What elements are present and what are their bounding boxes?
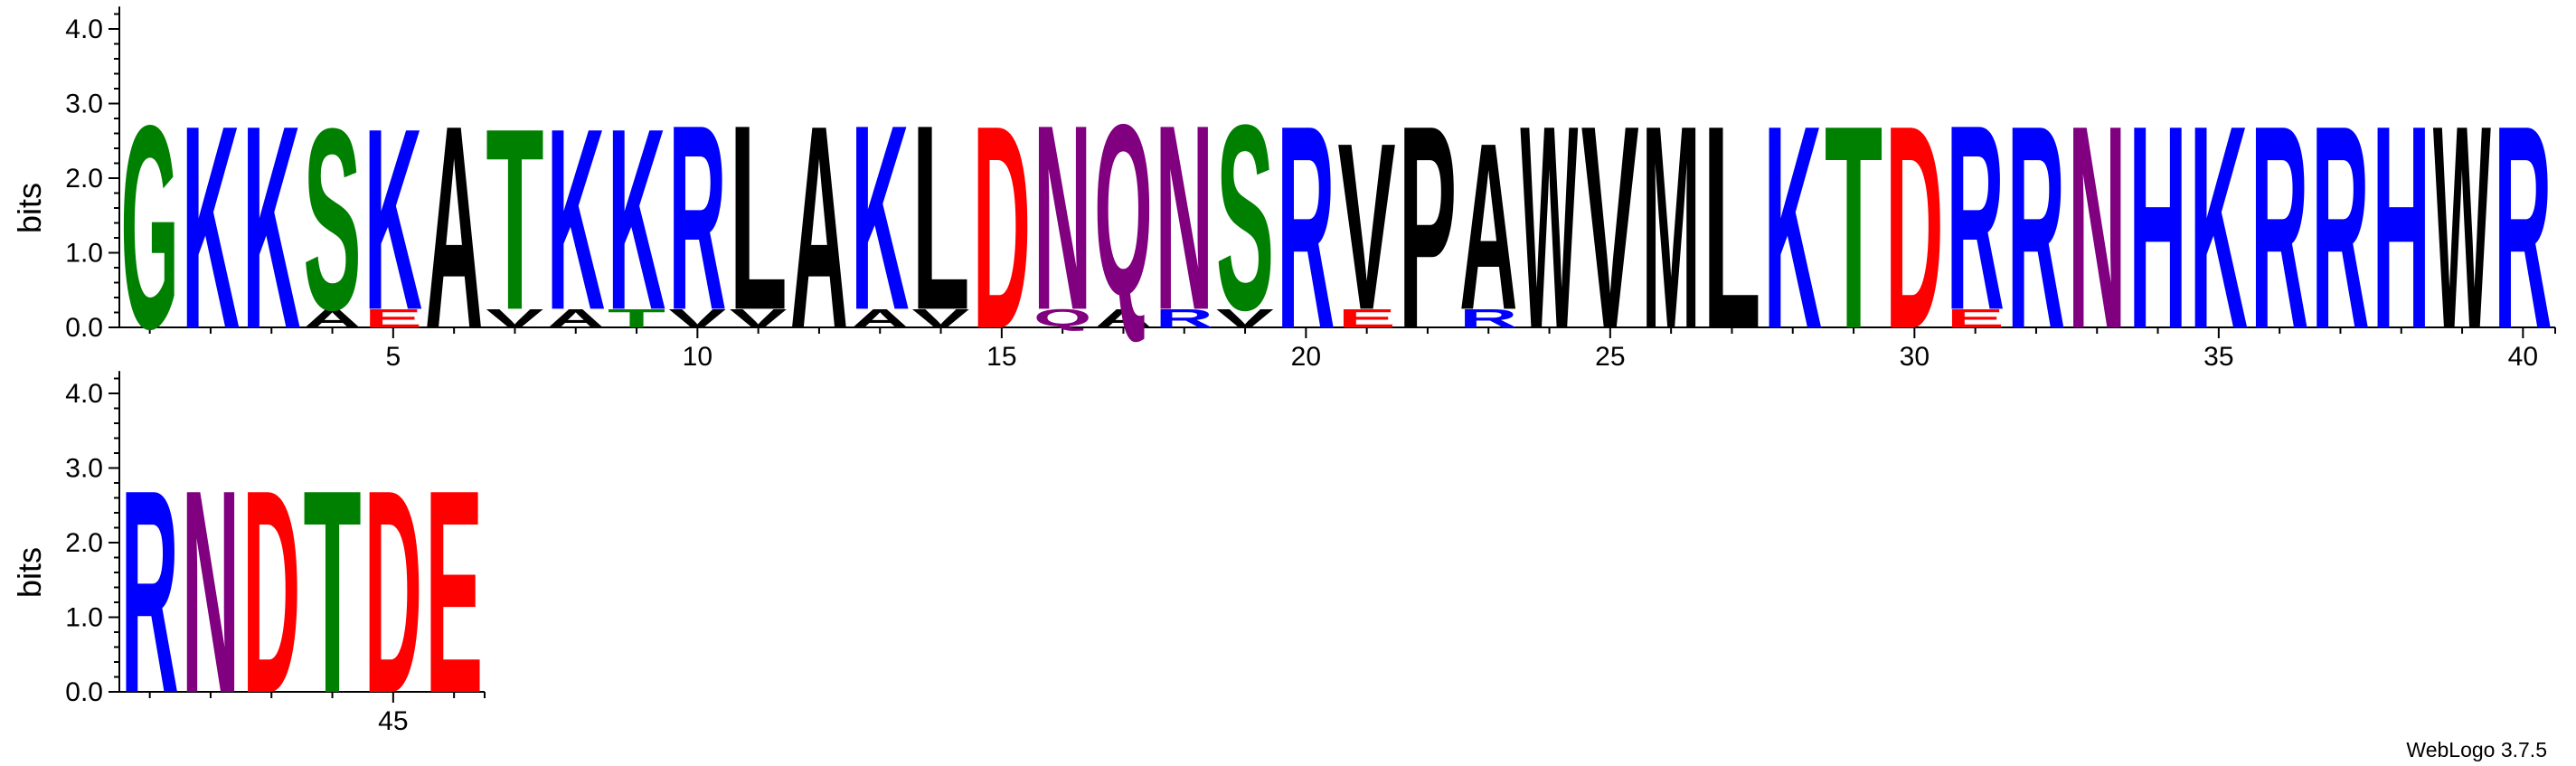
x-tick-label: 15 [986,342,1016,372]
x-tick-label: 5 [386,342,401,372]
logo-letter-q: Q [1094,74,1152,347]
logo-letter-v: V [486,305,543,334]
logo-letter-h: H [2128,65,2186,389]
logo-letter-r: R [1277,65,1335,389]
logo-letter-k: K [182,65,240,389]
logo-letter-n: N [1156,69,1213,364]
logo-letter-t: T [303,430,361,754]
x-tick-label: 35 [2203,342,2233,372]
y-tick-label: 0.0 [65,313,103,343]
logo-letter-l: L [730,70,788,365]
logo-letter-v: V [1581,66,1639,390]
logo-letter-v: V [1216,305,1274,334]
logo-letter-r: R [121,430,179,753]
logo-letter-v: V [730,305,788,334]
logo-letter-k: K [547,74,605,364]
logo-letter-r: R [668,69,726,364]
logo-letter-t: T [608,304,665,333]
weblogo-credit: WebLogo 3.7.5 [2406,738,2547,761]
logo-letter-w: W [1520,66,1578,390]
logo-letter-n: N [182,430,240,753]
logo-letter-k: K [1764,65,1822,389]
logo-letter-k: K [608,74,665,364]
logo-letter-a: A [851,304,909,333]
y-tick-label: 0.0 [65,677,103,707]
logo-letter-v: V [911,305,969,334]
x-tick-label: 25 [1595,342,1625,372]
logo-letter-a: A [1094,304,1152,333]
logo-letter-e: E [364,305,422,334]
logo-panel-2: 0.0 1.0 2.0 3.0 4.0 bits 45 R N D T D E [11,371,486,755]
logo-letter-a: A [303,304,361,333]
y-tick-label: 1.0 [65,239,103,269]
x-tick-label: 20 [1291,342,1321,372]
logo-letter-r: R [1459,304,1517,333]
logo-letter-r: R [2007,65,2065,389]
y-tick-label: 2.0 [65,528,103,558]
logo-letter-m: M [1642,66,1700,389]
y-tick-label: 2.0 [65,164,103,194]
logo-letter-k: K [2190,65,2248,389]
logo-letter-h: H [2373,65,2430,389]
y-tick-label: 3.0 [65,454,103,484]
logo-letter-d: D [364,430,422,753]
logo-letter-d: D [973,65,1031,389]
logo-letter-v: V [1338,94,1396,361]
logo-letter-w: W [2433,66,2491,390]
logo-letter-n: N [2068,65,2126,389]
y-axis-label: bits [11,547,48,598]
logo-letter-d: D [1885,65,1943,389]
y-axis-label: bits [11,183,48,233]
logo-letter-a: A [547,304,605,333]
y-tick-label: 4.0 [65,14,103,44]
y-tick-label: 1.0 [65,603,103,633]
x-tick-label: 40 [2508,342,2538,372]
logo-letter-q: Q [1033,305,1091,332]
logo-letter-g: G [121,65,179,390]
logo-letter-r: R [1156,304,1213,333]
logo-letter-l: L [911,70,969,365]
logo-letter-k: K [364,74,422,364]
x-tick-label: 45 [378,706,408,736]
x-tick-label: 30 [1900,342,1930,372]
logo-letter-e: E [1947,305,2005,334]
y-tick-label: 3.0 [65,90,103,119]
logo-letter-r: R [2250,65,2308,389]
logo-letter-r: R [1947,69,2005,364]
logo-letter-k: K [242,65,300,389]
logo-letter-s: S [303,76,361,364]
logo-letter-e: E [425,431,483,755]
logo-letter-n: N [1033,69,1091,364]
logo-letter-a: A [790,65,848,389]
logo-letter-d: D [242,430,300,753]
x-tick-label: 10 [683,342,712,372]
logo-letter-s: S [1216,71,1274,365]
logo-letter-a: A [1459,93,1517,360]
logo-letter-e: E [1338,305,1396,334]
logo-letter-r: R [2311,65,2369,389]
logo-letter-r: R [2494,65,2552,389]
logo-letter-k: K [851,69,909,364]
logo-letter-p: P [1399,67,1457,391]
logo-letter-a: A [425,65,483,389]
logo-letter-t: T [1825,65,1882,390]
logo-letter-t: T [486,75,543,364]
logo-letter-v: V [668,305,726,334]
y-tick-label: 4.0 [65,379,103,409]
logo-letter-l: L [1703,65,1760,390]
